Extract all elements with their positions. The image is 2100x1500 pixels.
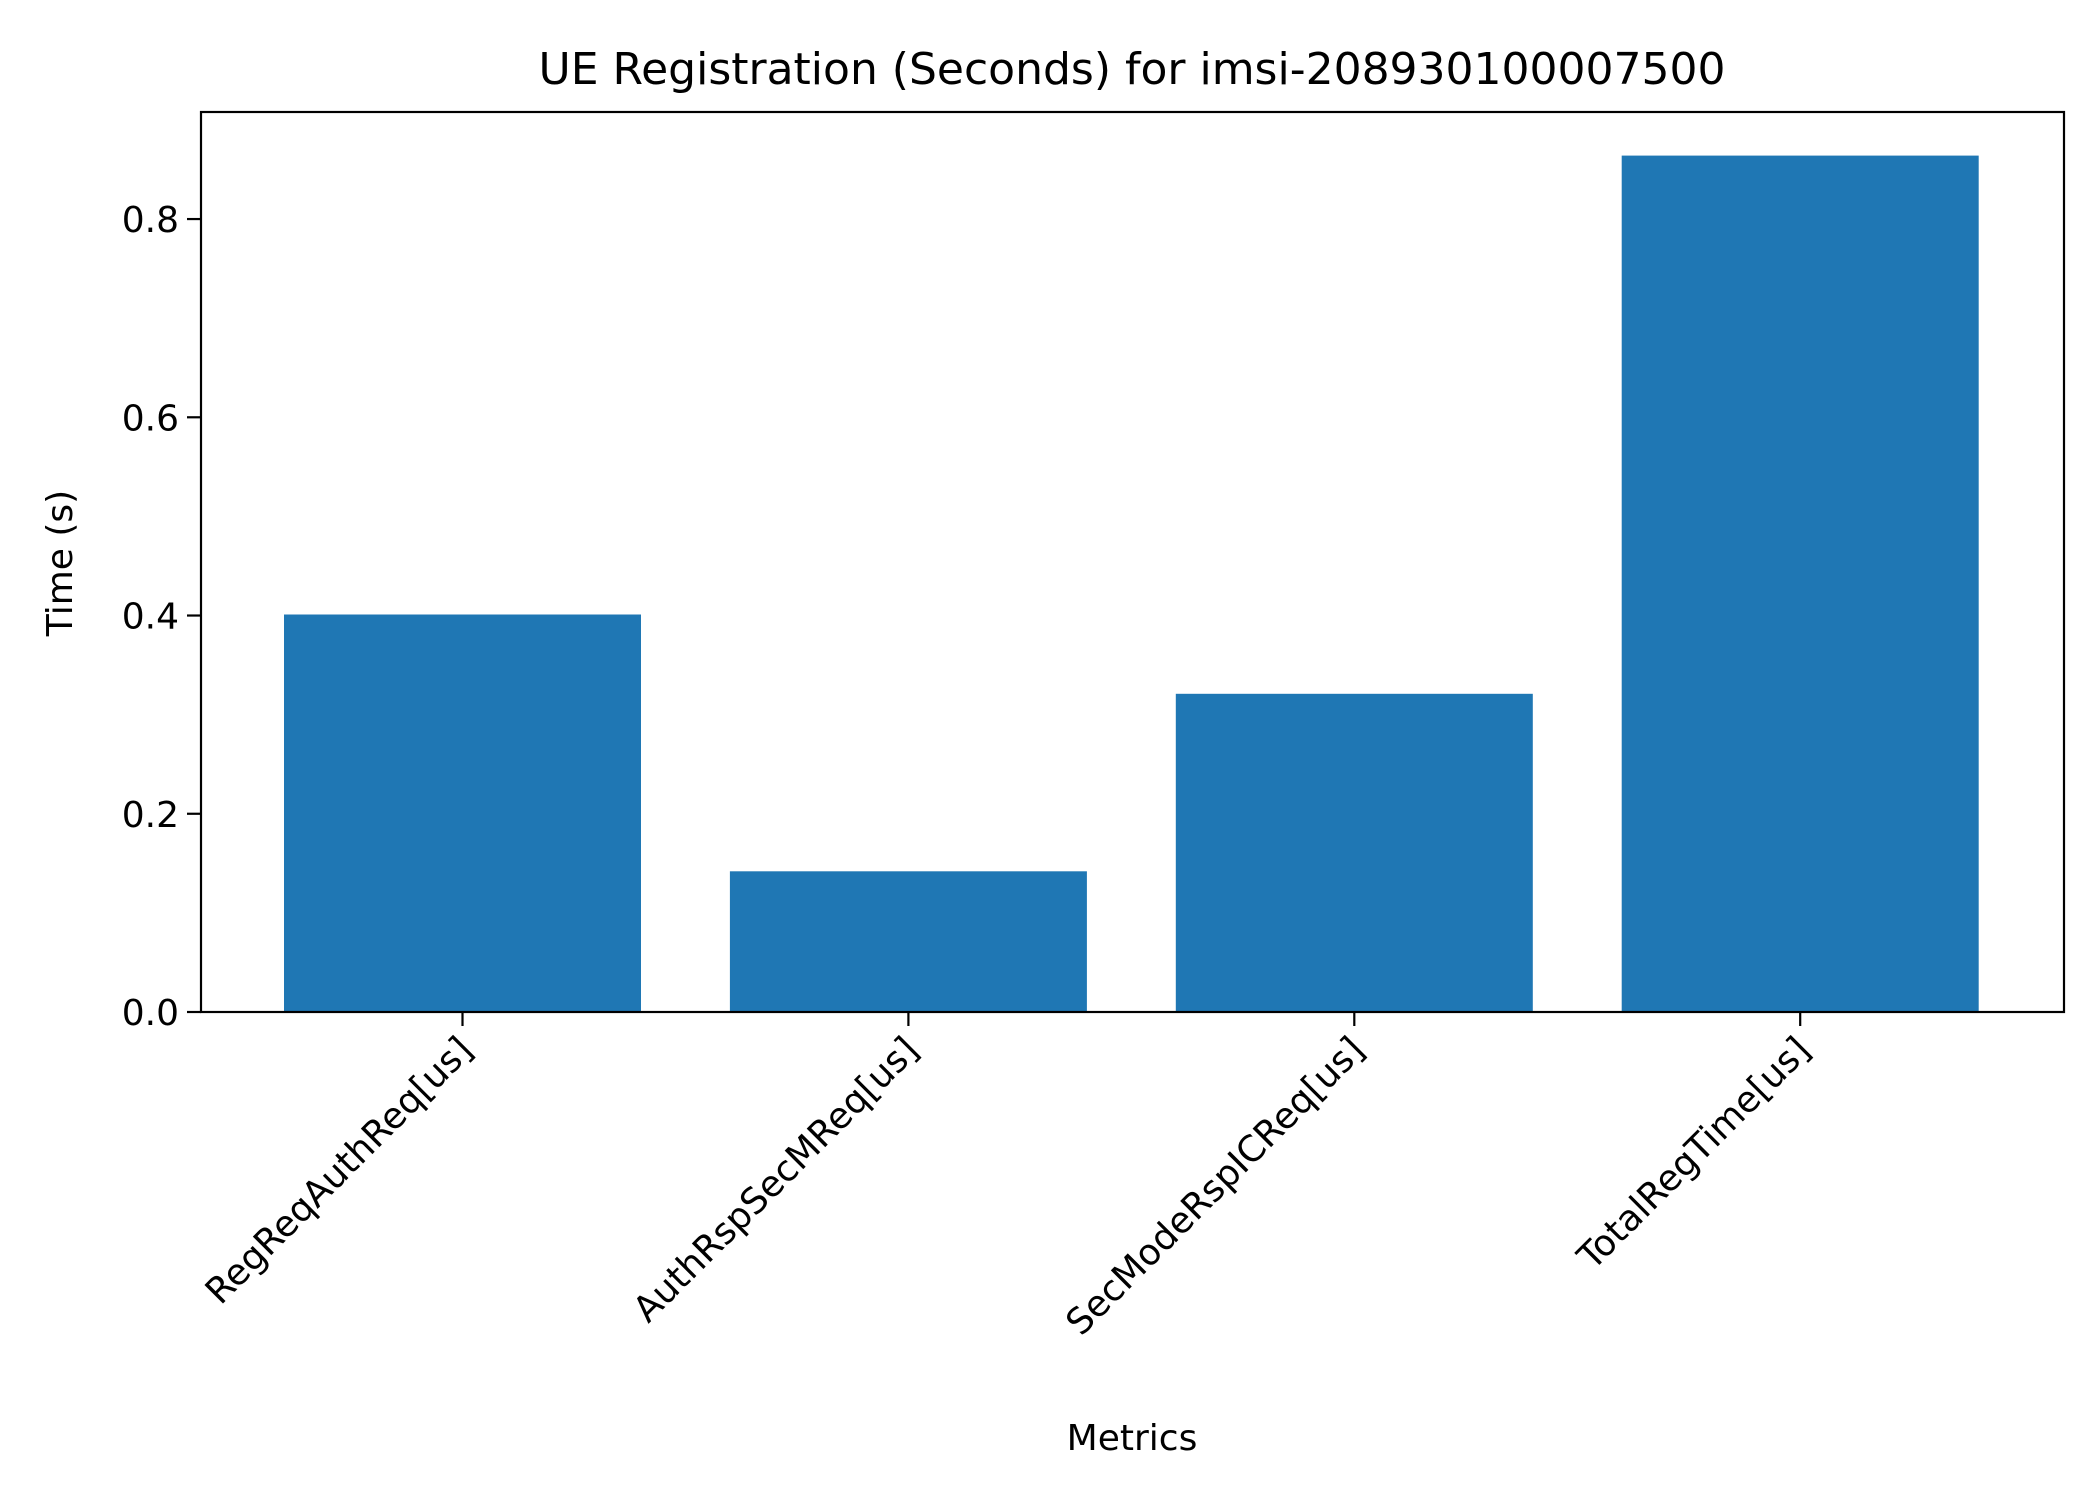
x-axis-label: Metrics bbox=[1067, 1418, 1198, 1459]
x-tick-label: SecModeRspICReq[us] bbox=[1058, 1029, 1372, 1343]
bar-3 bbox=[1175, 693, 1533, 1012]
y-tick-label: 0.6 bbox=[122, 398, 179, 439]
x-tick-label: TotalRegTime[us] bbox=[1569, 1029, 1818, 1278]
plot-frame bbox=[199, 110, 2066, 1014]
y-tick-label: 0.0 bbox=[122, 993, 179, 1034]
bars-layer bbox=[284, 155, 1979, 1013]
y-tick-label: 0.2 bbox=[122, 795, 179, 836]
bar-4 bbox=[1621, 155, 1979, 1013]
bar-1 bbox=[284, 614, 641, 1012]
x-tick-label: AuthRspSecMReq[us] bbox=[626, 1029, 927, 1330]
y-axis: 0.0 0.2 0.4 0.6 0.8 bbox=[122, 200, 201, 1034]
y-tick-label: 0.8 bbox=[122, 200, 179, 241]
y-tick-label: 0.4 bbox=[122, 597, 179, 638]
x-axis: RegReqAuthReq[us] AuthRspSecMReq[us] SecMo… bbox=[198, 1012, 1819, 1344]
x-tick-label: RegReqAuthReq[us] bbox=[198, 1029, 481, 1312]
bar-2 bbox=[729, 871, 1087, 1012]
chart-title: UE Registration (Seconds) for imsi-20893… bbox=[539, 44, 1726, 95]
y-axis-label: Time (s) bbox=[40, 490, 81, 637]
